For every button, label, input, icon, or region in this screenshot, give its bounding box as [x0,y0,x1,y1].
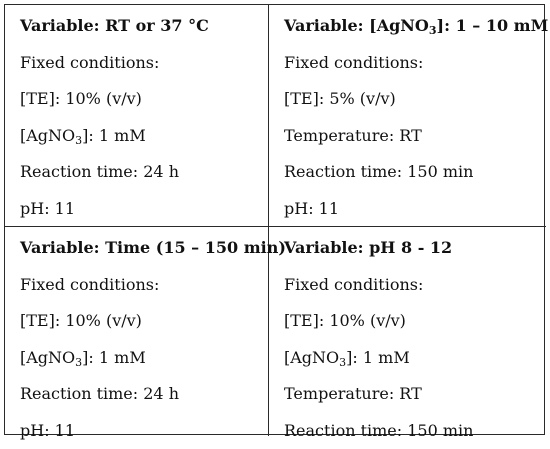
cell-line: [AgNO3]: 1 mM [20,118,268,155]
cell-line: [AgNO3]: 1 mM [20,340,268,377]
cell-line: pH: 11 [284,191,546,228]
cell-line: Reaction time: 24 h [20,376,268,413]
conditions-table: Variable: RT or 37 °C Fixed conditions: … [4,4,545,435]
cell-line: pH: 11 [20,191,268,228]
table-cell-time: Variable: Time (15 – 150 min) Fixed cond… [5,227,269,436]
table-cell-temperature: Variable: RT or 37 °C Fixed conditions: … [5,5,269,227]
table-cell-ph: Variable: pH 8 - 12 Fixed conditions: [T… [269,227,546,436]
cell-line: [AgNO3]: 1 mM [284,340,546,377]
cell-line: Temperature: RT [284,118,546,155]
cell-line: Reaction time: 150 min [284,413,546,449]
cell-variable-heading: Variable: RT or 37 °C [20,8,268,45]
cell-line: [TE]: 10% (v/v) [20,303,268,340]
cell-line: [TE]: 10% (v/v) [20,81,268,118]
cell-variable-heading: Variable: Time (15 – 150 min) [20,230,268,267]
cell-line: Fixed conditions: [20,267,268,304]
table-cell-agno3: Variable: [AgNO3]: 1 – 10 mM Fixed condi… [269,5,546,227]
cell-line: Reaction time: 24 h [20,154,268,191]
cell-line: Fixed conditions: [20,45,268,82]
cell-line: Temperature: RT [284,376,546,413]
cell-line: Fixed conditions: [284,267,546,304]
cell-line: pH: 11 [20,413,268,449]
cell-line: Reaction time: 150 min [284,154,546,191]
cell-variable-heading: Variable: [AgNO3]: 1 – 10 mM [284,8,546,45]
cell-line: [TE]: 5% (v/v) [284,81,546,118]
cell-line: Fixed conditions: [284,45,546,82]
cell-line: [TE]: 10% (v/v) [284,303,546,340]
cell-variable-heading: Variable: pH 8 - 12 [284,230,546,267]
